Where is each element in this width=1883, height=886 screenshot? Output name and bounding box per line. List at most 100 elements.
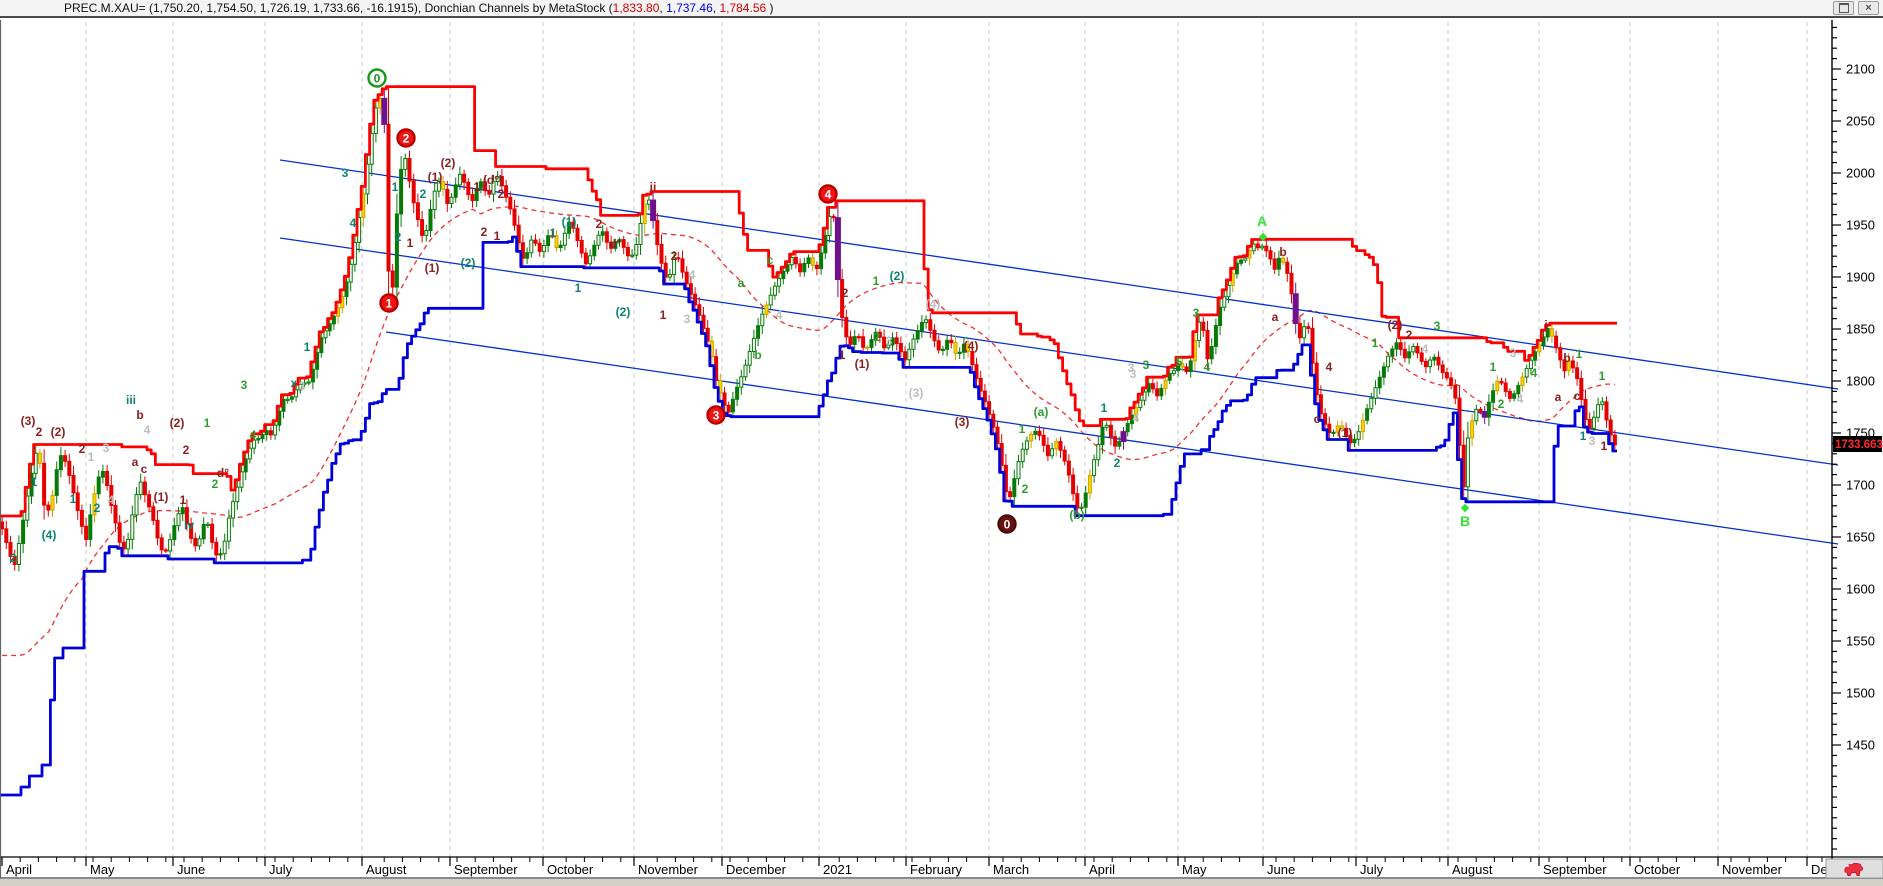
svg-text:1450: 1450 — [1846, 738, 1875, 753]
svg-text:(a): (a) — [1034, 405, 1049, 419]
svg-text:(2): (2) — [461, 256, 476, 270]
close-button[interactable]: × — [1858, 1, 1879, 15]
svg-text:1: 1 — [873, 274, 880, 288]
svg-text:4: 4 — [144, 423, 151, 437]
svg-text:June: June — [177, 862, 205, 877]
svg-text:2: 2 — [1498, 397, 1505, 411]
svg-text:October: October — [1634, 862, 1681, 877]
svg-text:4: 4 — [350, 216, 357, 230]
time-axis[interactable]: April May June July August September October No… — [0, 856, 1883, 886]
svg-text:c: c — [1314, 412, 1321, 426]
svg-text:1: 1 — [1580, 429, 1587, 443]
svg-text:1: 1 — [31, 475, 38, 489]
svg-text:(3): (3) — [909, 386, 924, 400]
title-value: , — [659, 1, 667, 15]
svg-text:2: 2 — [671, 249, 678, 263]
svg-text:1950: 1950 — [1846, 218, 1875, 233]
svg-text:1700: 1700 — [1846, 478, 1875, 493]
svg-text:July: July — [1360, 862, 1384, 877]
svg-text:3: 3 — [342, 166, 349, 180]
svg-text:4: 4 — [1204, 360, 1211, 374]
svg-text:4: 4 — [1326, 360, 1333, 374]
svg-text:2: 2 — [1114, 456, 1121, 470]
svg-text:1: 1 — [1490, 360, 1497, 374]
svg-text:1: 1 — [70, 492, 77, 506]
svg-text:4: 4 — [1422, 342, 1429, 356]
svg-text:2021: 2021 — [823, 862, 852, 877]
svg-text:1: 1 — [494, 229, 501, 243]
svg-text:(2): (2) — [170, 416, 185, 430]
svg-text:2100: 2100 — [1846, 62, 1875, 77]
chart-window-titlebar[interactable]: PREC.M.XAU= (1,750.20, 1,754.50, 1,726.1… — [0, 0, 1883, 18]
svg-text:c: c — [767, 253, 774, 267]
svg-text:a: a — [1272, 310, 1279, 324]
chart-title-prefix: PREC.M.XAU= (1,750.20, 1,754.50, 1,726.1… — [64, 1, 613, 15]
svg-text:d°: d° — [609, 237, 621, 251]
svg-text:November: November — [1722, 862, 1783, 877]
donchian-upper-line — [0, 85, 1617, 518]
svg-text:(1): (1) — [428, 170, 443, 184]
svg-text:d°: d° — [217, 466, 229, 480]
svg-text:0: 0 — [1004, 518, 1011, 532]
svg-text:3: 3 — [241, 378, 248, 392]
price-axis[interactable]: 1450150015501600165017001750180018501900… — [1831, 20, 1883, 878]
svg-text:(2): (2) — [51, 425, 66, 439]
restore-button[interactable] — [1833, 1, 1854, 15]
svg-text:1: 1 — [1372, 336, 1379, 350]
svg-text:b: b — [1279, 245, 1286, 259]
chart-title-suffix: ) — [766, 1, 774, 15]
svg-text:c: c — [141, 462, 148, 476]
svg-text:3: 3 — [713, 409, 720, 423]
svg-text:(2): (2) — [616, 305, 631, 319]
svg-text:2: 2 — [10, 551, 17, 565]
svg-text:September: September — [454, 862, 518, 877]
svg-text:b: b — [1563, 351, 1570, 365]
last-price-tag: 1733.663 — [1833, 436, 1883, 452]
svg-text:3: 3 — [1130, 367, 1137, 381]
svg-text:ii: ii — [650, 180, 657, 194]
svg-text:(1): (1) — [855, 357, 870, 371]
wave-marker: 1 — [379, 293, 399, 313]
svg-text:2: 2 — [183, 443, 190, 457]
svg-text:1: 1 — [204, 416, 211, 430]
svg-text:4: 4 — [108, 493, 115, 507]
svg-text:2: 2 — [498, 187, 505, 201]
svg-text:2: 2 — [842, 286, 849, 300]
svg-text:(2): (2) — [1388, 318, 1403, 332]
svg-text:b: b — [754, 348, 761, 362]
svg-text:3: 3 — [103, 441, 110, 455]
svg-text:1: 1 — [474, 180, 481, 194]
svg-text:a: a — [738, 276, 745, 290]
svg-text:4: 4 — [250, 428, 257, 442]
svg-text:(1): (1) — [1338, 426, 1353, 440]
svg-text:1900: 1900 — [1846, 270, 1875, 285]
title-value: 1,833.80 — [612, 1, 660, 15]
title-value: 1,784.56 — [719, 1, 767, 15]
svg-text:November: November — [638, 862, 699, 877]
svg-text:5: 5 — [1176, 355, 1183, 369]
svg-text:3: 3 — [1589, 434, 1596, 448]
chart-title: PREC.M.XAU= (1,750.20, 1,754.50, 1,726.1… — [0, 1, 774, 15]
svg-text:B: B — [1460, 513, 1470, 529]
title-value: , — [712, 1, 720, 15]
close-icon: × — [1865, 2, 1872, 14]
svg-text:(2): (2) — [441, 156, 456, 170]
title-value: 1,737.46 — [666, 1, 713, 15]
svg-text:2: 2 — [481, 225, 488, 239]
svg-text:October: October — [547, 862, 594, 877]
svg-text:1500: 1500 — [1846, 686, 1875, 701]
svg-text:iv: iv — [184, 518, 194, 532]
svg-text:(2): (2) — [890, 269, 905, 283]
svg-text:1: 1 — [660, 308, 667, 322]
svg-text:1: 1 — [575, 281, 582, 295]
wave-marker: 0 — [367, 68, 387, 88]
svg-text:iii: iii — [126, 393, 136, 407]
svg-text:1800: 1800 — [1846, 374, 1875, 389]
svg-text:2: 2 — [874, 330, 881, 344]
month-gridlines — [85, 22, 1808, 857]
svg-text:3: 3 — [1143, 358, 1150, 372]
svg-text:2: 2 — [596, 217, 603, 231]
svg-text:2: 2 — [395, 230, 402, 244]
